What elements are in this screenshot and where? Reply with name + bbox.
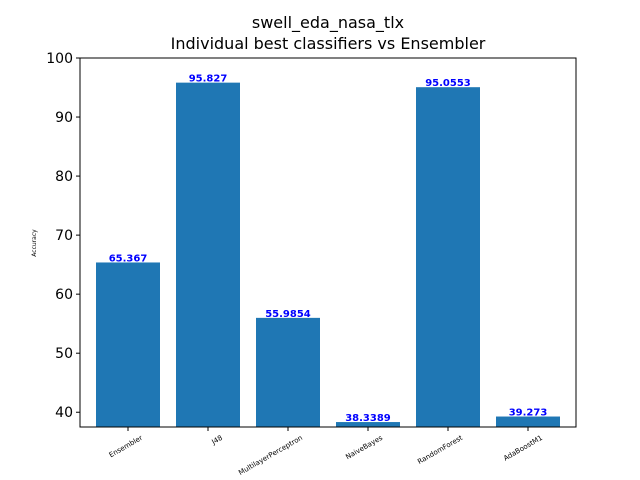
chart-subtitle: Individual best classifiers vs Ensembler: [171, 34, 486, 53]
data-label: 95.0553: [425, 78, 471, 89]
data-labels-layer: 65.367 95.827 55.9854 38.3389 95.0553 39.273: [109, 74, 548, 424]
y-tick-label: 40: [55, 405, 73, 421]
bar: [336, 422, 400, 427]
bar: [176, 82, 240, 427]
data-label: 95.827: [189, 74, 228, 85]
x-tick-label: RandomForest: [416, 434, 464, 466]
y-tick-label: 80: [55, 169, 73, 185]
y-tick-label: 50: [55, 346, 73, 362]
x-tick-label: Ensembler: [108, 434, 144, 460]
plot-frame: [79, 57, 577, 428]
x-tick-label: J48: [210, 434, 224, 447]
y-axis: 40 50 60 70 80 90 100: [46, 51, 80, 421]
bar: [496, 416, 560, 427]
x-tick-label: AdaBoostM1: [502, 434, 544, 463]
data-label: 65.367: [109, 253, 148, 264]
bar: [416, 87, 480, 427]
bars-layer: [96, 82, 560, 427]
data-label: 38.3389: [345, 413, 391, 424]
data-label: 55.9854: [265, 309, 311, 320]
bar: [96, 262, 160, 427]
x-axis: Ensembler J48 MultilayerPerceptron NaiveBay…: [108, 427, 544, 477]
y-axis-label: Accuracy: [31, 229, 38, 257]
bar: [256, 317, 320, 427]
y-tick-label: 100: [46, 51, 73, 67]
y-tick-label: 70: [55, 228, 73, 244]
x-tick-label: NaiveBayes: [344, 434, 384, 462]
x-tick-label: MultilayerPerceptron: [237, 434, 304, 477]
chart-title: swell_eda_nasa_tlx: [252, 13, 404, 33]
y-tick-label: 60: [55, 287, 73, 303]
data-label: 39.273: [509, 408, 548, 419]
y-tick-label: 90: [55, 110, 73, 126]
